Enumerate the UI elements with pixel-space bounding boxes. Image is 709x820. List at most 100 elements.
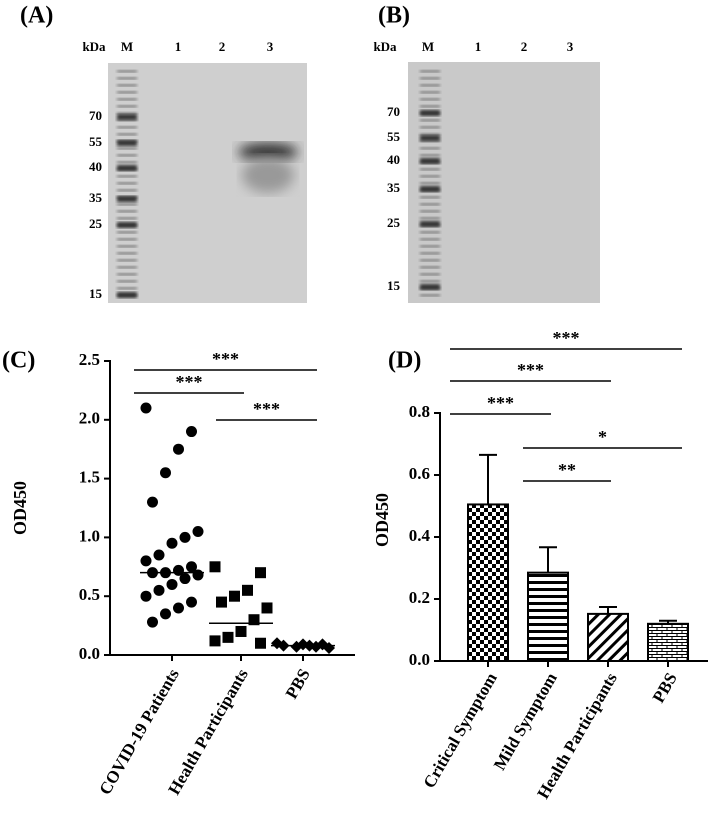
data-point [229,590,240,602]
significance-label: *** [176,372,203,392]
ladder-band [117,280,137,283]
data-point [255,637,266,649]
lane-label: 2 [219,39,226,54]
significance-label: *** [517,360,544,380]
ladder-band [117,105,137,108]
ladder-band [420,91,440,94]
y-tick-label: 0.8 [409,402,430,421]
marker-label: 55 [387,129,401,144]
data-point [179,573,191,585]
ladder-band [420,84,440,87]
ladder-band [117,273,137,276]
ladder-band [420,266,440,269]
ladder-band [420,77,440,80]
ladder-band [117,133,137,136]
ladder-band [420,126,440,129]
ladder-band [117,266,137,269]
data-point [173,602,184,614]
lane-label: M [121,39,133,54]
ladder-band [420,273,440,276]
data-point [261,602,273,614]
data-point [242,584,253,596]
ladder-band [117,222,137,228]
x-tick-label: Mild Symptom [490,669,561,773]
data-point [179,531,191,543]
ladder-band [117,161,137,164]
ladder-band [420,110,440,116]
ladder-band [117,238,137,241]
ladder-band [117,140,137,146]
data-point [173,443,184,455]
ladder-band [117,196,137,202]
unit-label: kDa [373,39,397,54]
data-point [192,526,204,538]
ladder-band [420,133,440,136]
bar [647,622,689,662]
ladder-band [117,98,137,101]
ladder-band [420,158,440,164]
x-tick-label: PBS [649,669,681,706]
marker-label: 70 [387,104,400,119]
y-tick-label: 0.2 [409,588,430,607]
lane-label: 3 [567,39,574,54]
x-tick-label: PBS [282,665,314,702]
ladder-band [117,165,137,171]
marker-label: 40 [89,159,102,174]
data-point [147,616,158,628]
marker-label: 35 [387,180,401,195]
ladder-band [117,119,137,122]
data-point [166,578,178,590]
ladder-band [420,252,440,255]
data-point [166,537,178,549]
significance-label: *** [553,328,580,348]
ladder-band [420,154,440,157]
protein-band [238,143,298,161]
ladder-band [420,140,440,143]
ladder-band [117,114,137,120]
y-tick-label: 1.0 [79,526,100,545]
panel-label: (B) [378,3,410,29]
data-point [209,561,221,573]
data-point [140,402,152,414]
marker-label: 70 [89,108,102,123]
data-point [209,635,221,647]
ladder-band [420,280,440,283]
marker-label: 15 [89,286,103,301]
y-tick-label: 0.6 [409,464,430,483]
y-axis-label: OD450 [10,481,30,535]
ladder-band [117,84,137,87]
ladder-band [117,259,137,262]
data-point [153,584,165,596]
ladder-band [117,182,137,185]
ladder-band [117,112,137,115]
ladder-band [117,126,137,129]
ladder-band [420,217,440,220]
data-point [186,561,197,573]
ladder-band [420,210,440,213]
band-smear [242,157,294,193]
significance-label: *** [487,393,514,413]
panel-label: (A) [20,3,53,29]
significance-label: *** [212,349,239,369]
ladder-band [117,210,137,213]
data-point [222,631,234,643]
marker-label: 25 [387,215,401,230]
ladder-band [420,182,440,185]
data-point [186,426,197,438]
ladder-band [117,231,137,234]
lane-label: 2 [521,39,528,54]
y-tick-label: 0.0 [79,644,100,663]
data-point [160,467,171,479]
y-tick-label: 0.4 [409,526,431,545]
data-point [255,567,266,579]
lane-label: 1 [175,39,182,54]
ladder-band [420,245,440,248]
ladder-band [117,147,137,150]
ladder-band [117,217,137,220]
bar [587,612,629,663]
ladder-band [420,105,440,108]
lane-label: M [422,39,434,54]
ladder-band [117,203,137,206]
ladder-band [420,203,440,206]
